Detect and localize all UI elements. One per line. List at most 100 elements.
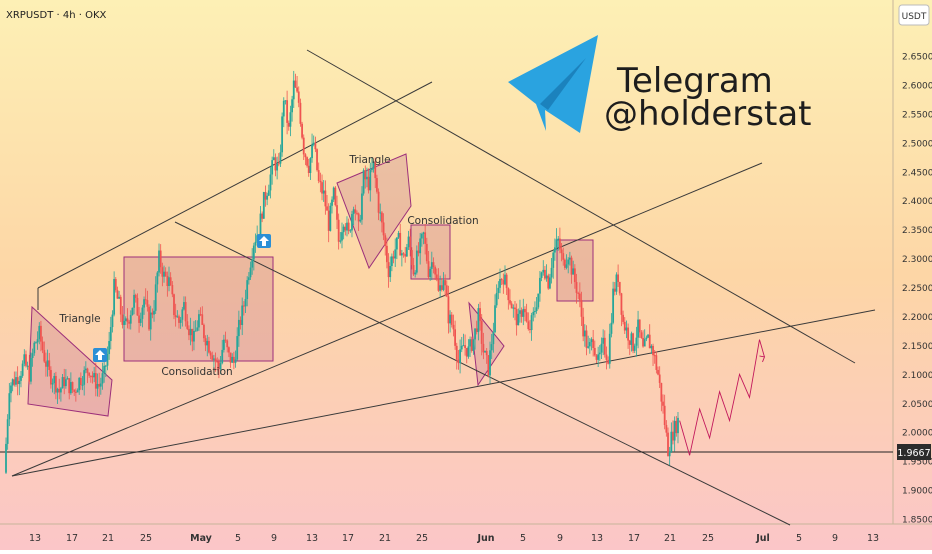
candle-body	[394, 249, 397, 259]
candle-body	[133, 294, 135, 308]
candle-body	[193, 330, 195, 342]
time-tick-label: 5	[796, 533, 802, 544]
candle-body	[366, 176, 368, 180]
candle-body	[119, 296, 122, 315]
candle-body	[18, 380, 21, 385]
candle-body	[430, 262, 433, 269]
price-tick-label: 2.5500	[902, 110, 932, 120]
candle-body	[322, 190, 325, 194]
candle-body	[81, 384, 84, 386]
candle-body	[460, 345, 463, 350]
candle-body	[645, 337, 648, 340]
trendline-falling-resistance[interactable]	[306, 49, 856, 364]
candle-body	[186, 321, 189, 329]
candle-body	[317, 170, 320, 181]
candle-body	[191, 328, 194, 342]
candle-body	[183, 302, 185, 310]
candle-body	[206, 340, 209, 346]
candle-body	[395, 237, 398, 250]
triangle-pattern-2	[336, 153, 412, 270]
candle-body	[542, 269, 545, 273]
candle-body	[63, 377, 66, 387]
price-tick-label: 1.9000	[902, 487, 932, 497]
candle-body	[485, 350, 488, 356]
candle-body	[415, 250, 418, 273]
candle-body	[429, 268, 432, 278]
candle-body	[381, 212, 383, 223]
triangle-label-2: Triangle	[348, 154, 390, 166]
candle-body	[203, 324, 205, 339]
candle-body	[672, 431, 674, 441]
candle-body	[565, 264, 568, 268]
trendline-upper-channel[interactable]	[37, 81, 433, 289]
candle-body	[537, 293, 540, 308]
candle-body	[630, 333, 633, 345]
candle-body	[560, 249, 563, 254]
trendline-long-support[interactable]	[11, 309, 876, 477]
candle-body	[231, 356, 234, 363]
candle-body	[598, 352, 601, 355]
candle-body	[304, 154, 307, 158]
candle-body	[484, 350, 486, 353]
candle-body	[573, 268, 576, 283]
candle-body	[585, 330, 588, 348]
candle-body	[675, 420, 678, 434]
candle-body	[580, 300, 583, 317]
candle-body	[48, 360, 51, 371]
candle-body	[78, 377, 81, 391]
price-tick-label: 2.4500	[902, 168, 932, 178]
candle-body	[652, 345, 654, 356]
candle-body	[608, 333, 611, 364]
candle-body	[638, 319, 641, 333]
candle-body	[324, 190, 327, 207]
candle-body	[134, 294, 137, 298]
candle-body	[558, 238, 561, 250]
candle-body	[269, 174, 272, 191]
candle-body	[216, 361, 219, 363]
candle-body	[259, 213, 262, 236]
candle-body	[314, 142, 317, 150]
candle-body	[472, 339, 475, 351]
trendline-falling-channel[interactable]	[174, 221, 791, 526]
candle-body	[402, 253, 405, 255]
candle-body	[50, 370, 52, 385]
candle-body	[464, 345, 466, 349]
candle-body	[425, 243, 428, 262]
candle-body	[327, 210, 330, 231]
candle-body	[602, 337, 605, 344]
candle-body	[56, 388, 59, 393]
price-tick-label: 2.0500	[902, 400, 932, 410]
candle-body	[369, 170, 372, 191]
candle-body	[575, 282, 578, 293]
candle-body	[232, 356, 235, 363]
time-tick-label: 21	[664, 533, 676, 544]
candle-body	[226, 340, 229, 348]
candle-body	[346, 222, 348, 231]
candle-body	[234, 359, 237, 363]
candle-body	[509, 300, 511, 304]
currency-badge[interactable]: USDT	[898, 4, 930, 26]
candle-body	[76, 390, 79, 393]
candle-body	[334, 187, 337, 206]
candle-body	[404, 254, 407, 257]
candle-body	[45, 361, 47, 367]
candle-body	[540, 272, 543, 278]
candle-body	[124, 318, 127, 321]
candle-body	[622, 314, 624, 322]
trend-lines	[11, 49, 876, 526]
candle-body	[457, 359, 460, 364]
candle-body	[410, 250, 413, 266]
candle-body	[405, 247, 408, 257]
trendline-rising-support[interactable]	[11, 162, 763, 477]
candle-body	[623, 321, 626, 331]
price-axis: 2.6500 2.6000 2.5500 2.5000 2.4500 2.4000 2.35…	[902, 53, 932, 526]
candle-body	[640, 332, 643, 338]
candle-body	[236, 336, 239, 360]
candle-body	[356, 212, 358, 214]
candle-body	[98, 383, 101, 387]
candle-body	[88, 372, 91, 376]
time-tick-label: 17	[342, 533, 354, 544]
candle-body	[362, 170, 365, 194]
candle-body	[552, 252, 555, 268]
